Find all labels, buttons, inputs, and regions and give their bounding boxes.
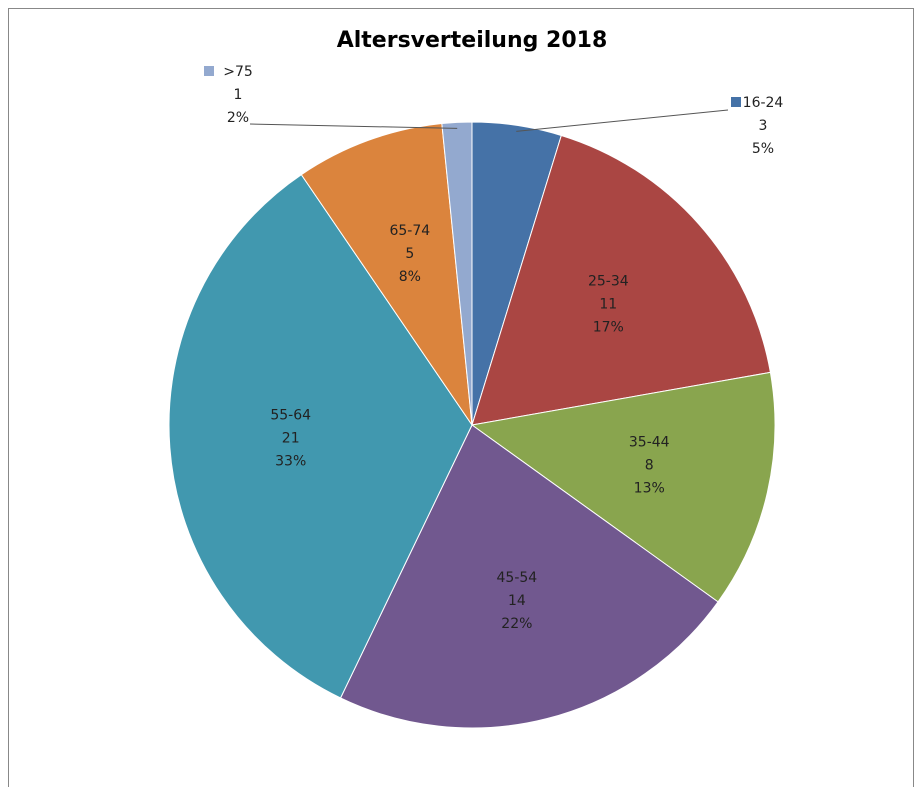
value-label: 8: [645, 457, 654, 473]
value-label: 11: [599, 297, 617, 313]
value-label: 3: [759, 118, 768, 134]
category-label: 65-74: [389, 223, 430, 239]
leader-line: [249, 123, 458, 129]
value-label: 14: [508, 593, 526, 609]
legend-swatch: [731, 97, 741, 107]
percent-label: 13%: [634, 480, 665, 496]
category-label: >75: [223, 64, 253, 80]
leader-line: [516, 109, 729, 132]
pie-slice: [471, 134, 771, 426]
legend-swatch: [204, 66, 214, 76]
category-label: 55-64: [270, 408, 311, 424]
pie-slice: [168, 173, 473, 699]
pie-slice: [470, 371, 776, 603]
value-label: 1: [234, 87, 243, 103]
chart-title: Altersverteilung 2018: [337, 28, 608, 53]
category-label: 16-24: [743, 95, 784, 111]
pie-slice: [339, 424, 719, 729]
percent-label: 22%: [501, 616, 532, 632]
percent-label: 33%: [275, 454, 306, 470]
percent-label: 17%: [593, 320, 624, 336]
pie-slice: [441, 121, 473, 426]
category-label: 25-34: [588, 274, 629, 290]
percent-label: 2%: [227, 110, 249, 126]
value-label: 5: [405, 246, 414, 262]
pie-slice: [300, 122, 473, 426]
value-label: 21: [282, 431, 300, 447]
percent-label: 5%: [752, 141, 774, 157]
category-label: 35-44: [629, 434, 670, 450]
category-label: 45-54: [497, 570, 538, 586]
percent-label: 8%: [399, 269, 421, 285]
